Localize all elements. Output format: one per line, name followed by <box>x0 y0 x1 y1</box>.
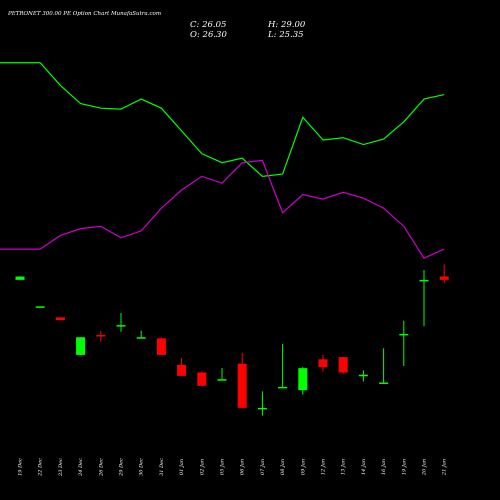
chart-title: PETRONET 300.00 PE Option Chart MunafaSu… <box>7 11 161 17</box>
date-label: 08 Jan <box>280 459 286 475</box>
candle-body <box>439 276 449 280</box>
low-value: L: 25.35 <box>267 30 304 40</box>
date-label: 14 Jan <box>361 459 367 475</box>
candle-body <box>318 359 328 368</box>
date-label: 29 Dec <box>119 458 125 477</box>
candle-body <box>257 407 267 410</box>
candle <box>278 343 288 389</box>
date-label: 13 Jan <box>341 459 347 475</box>
date-label: 02 Jan <box>199 459 205 475</box>
candle <box>318 354 328 372</box>
date-label: 26 Dec <box>98 458 104 477</box>
candle <box>55 317 65 321</box>
candle-body <box>338 357 348 373</box>
date-label: 30 Dec <box>139 458 145 476</box>
candle-body <box>76 337 86 355</box>
candle-body <box>237 363 247 408</box>
candle <box>419 269 429 327</box>
candle <box>379 348 389 384</box>
date-label: 24 Dec <box>78 458 84 477</box>
candle <box>116 312 126 332</box>
candle <box>136 330 146 339</box>
candle-body <box>96 335 106 337</box>
date-label: 20 Jan <box>422 459 428 476</box>
candle-body <box>278 386 288 389</box>
candle <box>237 352 247 408</box>
candle-body <box>136 337 146 339</box>
indicator-line-2 <box>0 159 445 259</box>
date-label: 21 Jan <box>442 459 448 476</box>
candle <box>338 357 348 374</box>
date-label: 19 Dec <box>18 458 24 476</box>
candle <box>35 306 45 308</box>
candle-body <box>217 379 227 381</box>
date-label: 05 Jan <box>220 459 226 475</box>
date-label: 22 Dec <box>38 458 44 477</box>
date-label: 16 Jan <box>381 459 387 475</box>
date-label: 19 Jan <box>401 459 407 475</box>
candle <box>439 264 449 284</box>
candle-body <box>116 325 126 327</box>
date-label: 07 Jan <box>260 459 266 475</box>
candle-body <box>399 333 409 336</box>
close-value: C: 26.05 <box>190 20 226 30</box>
candle <box>399 320 409 366</box>
candle-body <box>358 374 368 377</box>
candle <box>15 276 25 280</box>
candle <box>298 367 308 395</box>
candle <box>257 391 267 416</box>
candle-body <box>55 317 65 321</box>
date-label: 12 Jan <box>321 459 327 475</box>
candle <box>156 337 166 355</box>
candle <box>76 337 86 355</box>
candle-body <box>197 372 207 386</box>
candle-body <box>419 279 429 282</box>
open-value: O: 26.30 <box>190 30 227 40</box>
date-label: 06 Jan <box>240 459 246 475</box>
candle-body <box>177 364 187 376</box>
candle <box>358 370 368 382</box>
candle-body <box>379 382 389 384</box>
high-value: H: 29.00 <box>267 20 306 30</box>
candle-body <box>298 368 308 391</box>
date-label: 01 Jan <box>179 459 185 475</box>
date-label: 23 Dec <box>58 458 64 477</box>
candle-body <box>156 338 166 355</box>
date-label: 31 Dec <box>159 458 165 476</box>
candle-body <box>15 276 25 280</box>
indicator-line-1 <box>0 62 445 177</box>
candle <box>177 358 187 376</box>
candle <box>217 368 227 381</box>
candle <box>197 371 207 386</box>
date-label: 09 Jan <box>300 459 306 475</box>
candle <box>96 330 106 342</box>
candle-body <box>35 306 45 308</box>
